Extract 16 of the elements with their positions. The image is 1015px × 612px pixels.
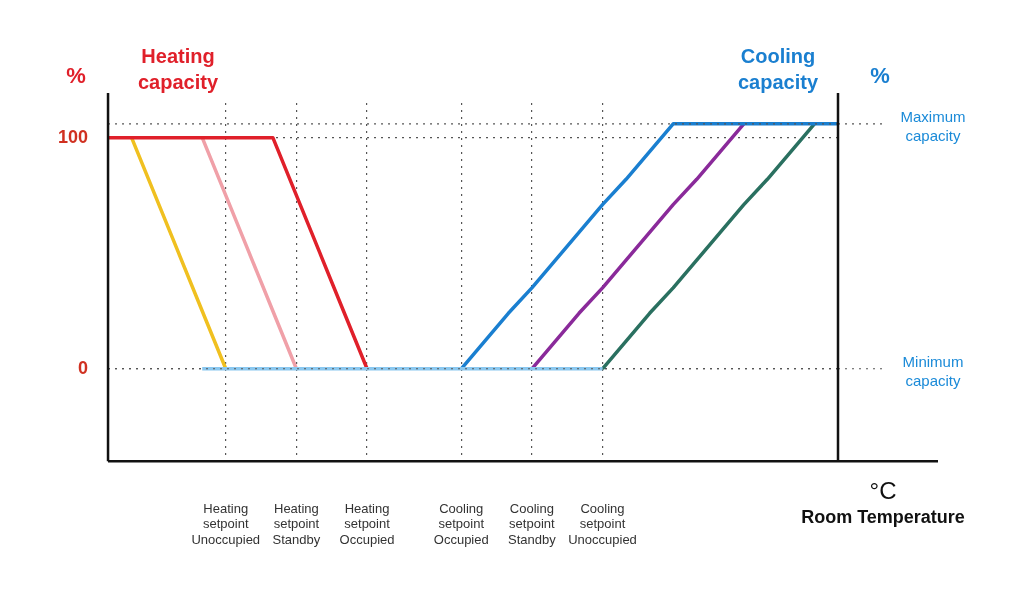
text: % [870, 63, 890, 88]
x-tick-label: Cooling setpoint Occupied [433, 500, 489, 547]
y-tick-label: 0 [78, 357, 89, 378]
text: % [66, 63, 86, 88]
ref-line-label: Maximum capacity [900, 107, 966, 144]
x-tick-label: Cooling setpoint Standby [508, 500, 557, 547]
x-tick-label: Cooling setpoint Unoccupied [568, 500, 637, 547]
x-axis-title: Room Temperature [801, 507, 965, 528]
x-tick-label: Heating setpoint Unoccupied [191, 500, 261, 547]
x-tick-label: Heating setpoint Occupied [339, 500, 395, 547]
x-tick-label: Heating setpoint Standby [272, 500, 321, 547]
y-axis-title: Heating capacity [138, 45, 219, 93]
ref-line-label: Minimum capacity [902, 352, 964, 389]
y2-axis-title: Cooling capacity [737, 45, 819, 93]
y-tick-label: 100 [57, 126, 89, 147]
text: °C [869, 477, 897, 505]
